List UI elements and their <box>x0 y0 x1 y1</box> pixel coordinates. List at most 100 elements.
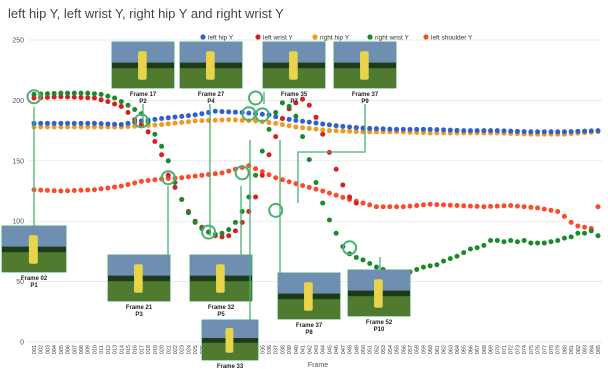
data-point <box>454 127 460 133</box>
x-tick-label: 059 <box>421 345 427 354</box>
data-point <box>333 166 339 172</box>
data-point <box>582 230 588 236</box>
data-point <box>212 117 218 123</box>
x-tick-label: 077 <box>542 345 548 354</box>
data-point <box>548 239 554 245</box>
data-point <box>320 200 326 206</box>
data-point <box>467 128 473 134</box>
x-tick-label: 008 <box>79 345 85 354</box>
x-tick-label: 076 <box>536 345 542 354</box>
data-point <box>266 152 272 158</box>
data-point <box>501 239 507 245</box>
data-point <box>306 125 312 131</box>
data-point <box>434 202 440 208</box>
data-point <box>259 169 265 175</box>
data-point <box>414 267 420 273</box>
data-point <box>595 204 601 210</box>
data-point <box>31 91 37 97</box>
data-point <box>434 262 440 268</box>
data-point <box>528 240 534 246</box>
data-point <box>273 120 279 126</box>
data-point <box>286 179 292 185</box>
data-point <box>273 175 279 181</box>
x-tick-label: 022 <box>173 345 179 354</box>
data-point <box>91 120 97 126</box>
data-point <box>454 253 460 259</box>
data-point <box>300 96 306 102</box>
data-point <box>320 127 326 133</box>
x-tick-label: 004 <box>52 345 58 354</box>
data-point <box>85 187 91 193</box>
data-point <box>326 190 332 196</box>
annotation-frame-label: Frame 02 <box>21 276 48 282</box>
data-point <box>441 202 447 208</box>
data-point <box>300 118 306 124</box>
data-point <box>44 94 50 100</box>
data-point <box>38 187 44 193</box>
golfer-figure <box>28 235 38 264</box>
data-point <box>58 94 64 100</box>
x-tick-label: 005 <box>59 345 65 354</box>
data-point <box>98 121 104 127</box>
data-point <box>118 122 124 128</box>
data-point <box>494 128 500 134</box>
data-point <box>279 100 285 106</box>
data-point <box>44 124 50 130</box>
data-point <box>588 228 594 234</box>
data-point <box>501 203 507 209</box>
x-tick-label: 025 <box>193 345 199 354</box>
x-tick-label: 010 <box>92 345 98 354</box>
x-tick-label: 050 <box>361 345 367 354</box>
golfer-figure <box>206 51 215 80</box>
x-tick-label: 036 <box>267 345 273 354</box>
y-tick-label: 150 <box>12 158 24 165</box>
data-point <box>132 180 138 186</box>
data-point <box>273 114 279 120</box>
data-point <box>71 90 77 96</box>
annotation-frame-label: Frame 35 <box>281 92 308 98</box>
data-point <box>373 126 379 132</box>
data-point <box>266 120 272 126</box>
x-tick-label: 047 <box>341 345 347 354</box>
x-tick-label: 067 <box>475 345 481 354</box>
data-point <box>481 128 487 134</box>
x-tick-label: 079 <box>556 345 562 354</box>
data-point <box>78 120 84 126</box>
annotation-frame-label: Frame 37 <box>296 323 323 329</box>
data-point <box>380 204 386 210</box>
data-point <box>441 127 447 133</box>
x-tick-label: 064 <box>455 345 461 354</box>
data-point <box>488 203 494 209</box>
x-tick-label: 083 <box>583 345 589 354</box>
data-point <box>172 184 178 190</box>
x-tick-label: 063 <box>448 345 454 354</box>
data-point <box>293 124 299 130</box>
data-point <box>259 111 265 117</box>
data-point <box>253 172 259 178</box>
x-tick-label: 075 <box>529 345 535 354</box>
x-tick-label: 066 <box>468 345 474 354</box>
x-tick-label: 071 <box>502 345 508 354</box>
data-point <box>514 239 520 245</box>
y-tick-label: 200 <box>12 98 24 105</box>
data-point <box>85 90 91 96</box>
data-point <box>91 124 97 130</box>
data-point <box>38 120 44 126</box>
x-tick-label: 035 <box>260 345 266 354</box>
data-point <box>266 126 272 132</box>
x-tick-label: 019 <box>153 345 159 354</box>
data-point <box>555 129 561 135</box>
x-tick-label: 040 <box>294 345 300 354</box>
data-point <box>65 94 71 100</box>
y-tick-label: 0 <box>20 340 24 347</box>
data-point <box>279 122 285 128</box>
data-point <box>78 187 84 193</box>
data-point <box>387 126 393 132</box>
highlight-ring <box>133 113 149 129</box>
data-point <box>71 188 77 194</box>
x-tick-label: 021 <box>166 345 172 354</box>
data-point <box>508 238 514 244</box>
data-point <box>71 120 77 126</box>
annotation-frame-label: Frame 37 <box>352 92 379 98</box>
data-point <box>420 264 426 270</box>
